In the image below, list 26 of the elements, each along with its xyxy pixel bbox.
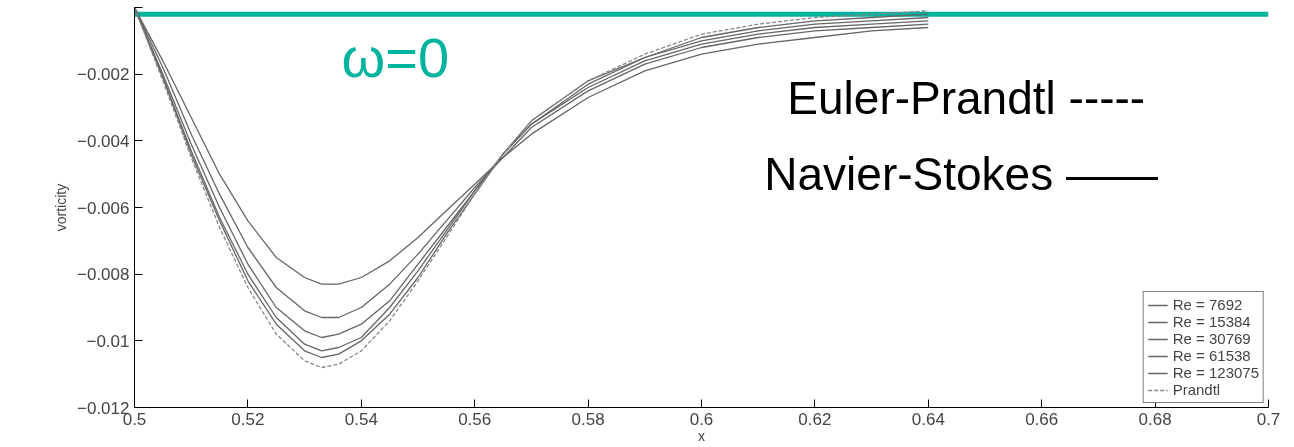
x-tick-label: 0.62 [798,409,832,429]
x-tick-label: 0.6 [689,409,714,429]
x-tick-label: 0.54 [344,409,378,429]
x-tick-label: 0.56 [458,409,492,429]
legend-label: Re = 123075 [1172,364,1259,381]
x-tick-label: 0.66 [1025,409,1059,429]
legend-label: Re = 30769 [1172,330,1251,347]
legend-label: Prandtl [1172,381,1221,398]
x-tick-label: 0.64 [911,409,945,429]
y-axis-title: vorticity [53,183,70,232]
y-tick-label: −0.01 [86,331,130,351]
x-tick-label: 0.58 [571,409,605,429]
ref-line-label: ω=0 [341,26,450,89]
annotation: Euler-Prandtl ----- [787,71,1146,124]
annotation: Navier-Stokes —— [764,148,1158,201]
x-tick-label: 0.7 [1256,409,1281,429]
x-tick-label: 0.52 [231,409,265,429]
legend-label: Re = 15384 [1172,313,1251,330]
legend-label: Re = 7692 [1172,296,1243,313]
x-axis-title: x [698,427,705,444]
y-tick-label: −0.004 [77,131,130,151]
legend-label: Re = 61538 [1172,347,1251,364]
y-tick-label: −0.006 [77,198,130,218]
x-tick-label: 0.68 [1138,409,1172,429]
y-tick-label: −0.008 [77,265,130,285]
y-tick-label: −0.002 [77,65,130,85]
